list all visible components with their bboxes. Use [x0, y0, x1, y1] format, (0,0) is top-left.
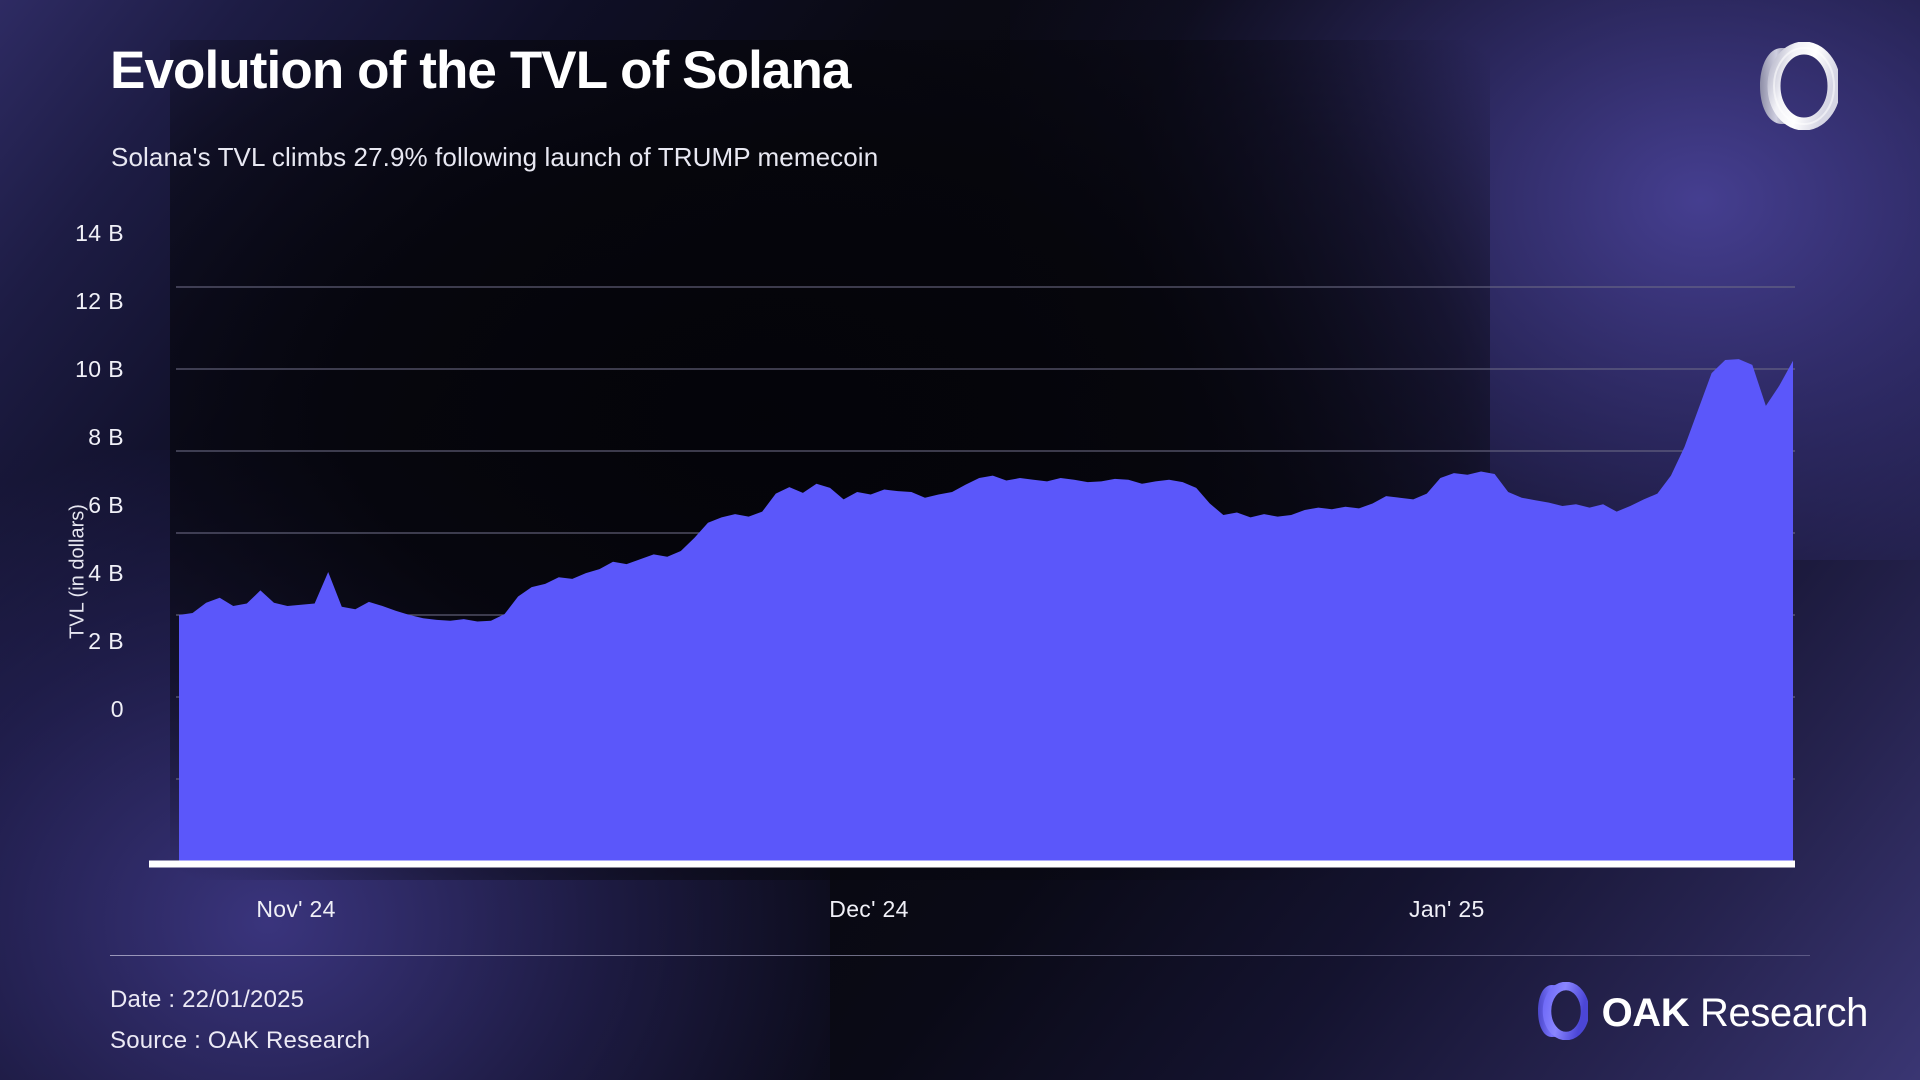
footer-date: Date : 22/01/2025 [110, 986, 305, 1013]
grid-lines [176, 286, 1795, 780]
oak-ring-icon [1756, 41, 1841, 131]
x-tick-label: Dec' 24 [829, 896, 909, 922]
footer-logo-text-regular: Research [1689, 991, 1868, 1035]
y-tick-label: 0 [110, 696, 124, 722]
footer-divider [110, 955, 1810, 956]
y-tick-label: 10 B [75, 356, 124, 382]
y-tick-label: 12 B [75, 288, 124, 314]
page-subtitle: Solana's TVL climbs 27.9% following laun… [111, 142, 879, 172]
footer-source: Source : OAK Research [110, 1027, 371, 1054]
y-tick-label: 8 B [88, 424, 124, 450]
footer-logo: OAK Research [1536, 981, 1869, 1045]
x-tick-label: Nov' 24 [256, 896, 336, 922]
footer-logo-text: OAK Research [1601, 991, 1869, 1036]
oak-ring-icon [1536, 981, 1589, 1045]
footer-logo-text-bold: OAK [1601, 991, 1690, 1035]
y-tick-label: 6 B [88, 492, 124, 518]
area-series [179, 359, 1793, 861]
x-tick-label: Jan' 25 [1409, 896, 1485, 922]
y-tick-label: 2 B [88, 628, 124, 654]
y-tick-label: 14 B [75, 220, 124, 246]
y-tick-label: 4 B [88, 560, 124, 586]
page-title: Evolution of the TVL of Solana [110, 41, 851, 100]
